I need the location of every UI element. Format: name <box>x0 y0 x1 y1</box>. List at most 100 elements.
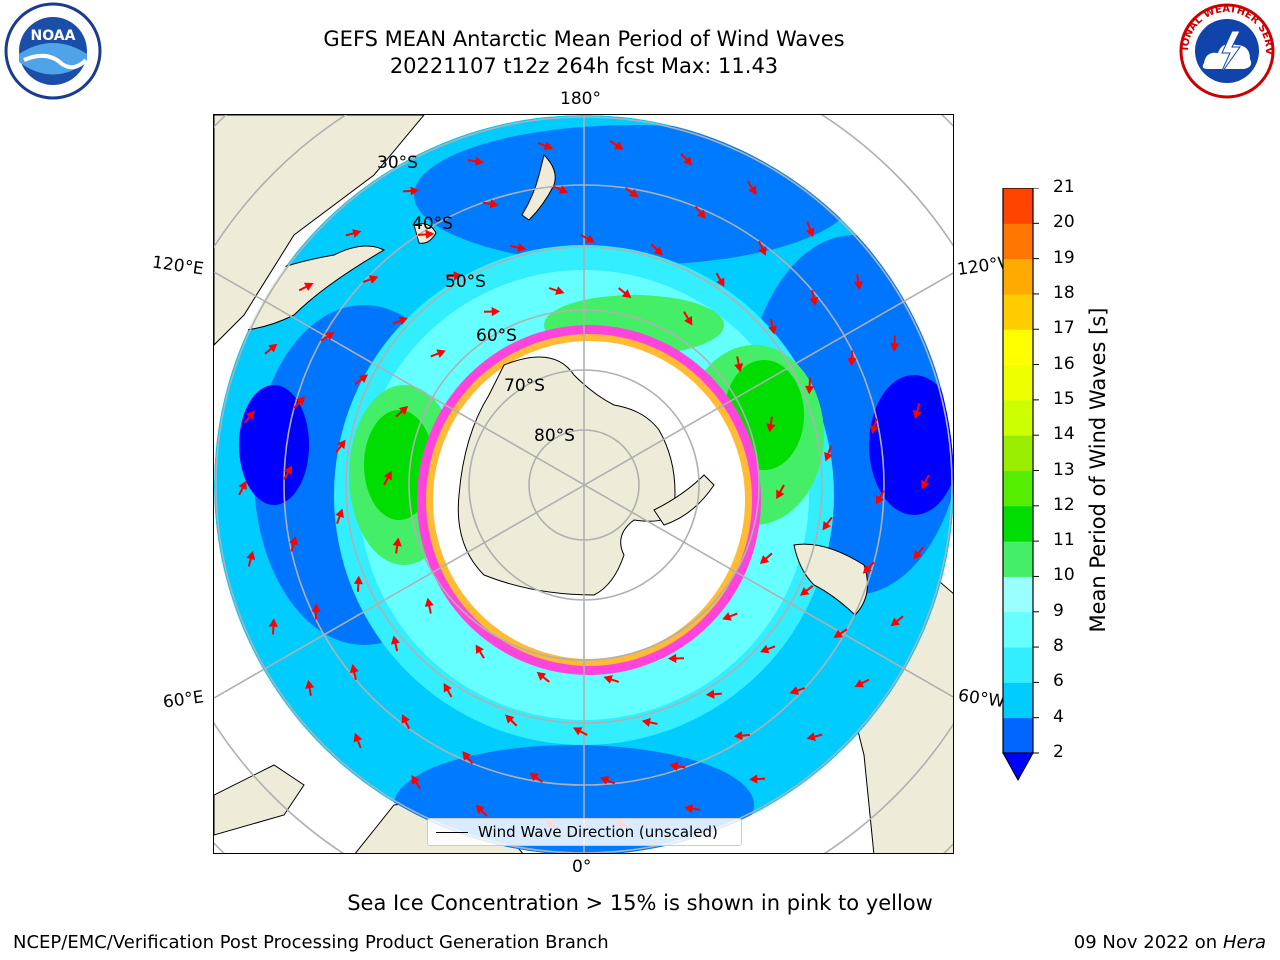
lon-label-0: 0° <box>572 857 592 877</box>
legend-label: Wind Wave Direction (unscaled) <box>478 823 718 841</box>
lon-label-120e: 120°E <box>150 252 205 280</box>
noaa-logo-icon: NOAA <box>4 2 102 100</box>
colorbar-tick-label: 10 <box>1053 565 1075 586</box>
wind-wave-arrow-icon <box>913 546 925 560</box>
wind-wave-arrow-icon <box>430 349 446 358</box>
wind-wave-arrow-icon <box>401 714 410 730</box>
wind-wave-arrow-icon <box>875 490 885 505</box>
wind-wave-arrow-icon <box>354 374 369 385</box>
colorbar-tick-label: 16 <box>1053 353 1075 374</box>
footer-date-text: 09 Nov 2022 on <box>1073 932 1218 953</box>
colorbar-tick-label: 15 <box>1053 388 1075 409</box>
wind-wave-arrow-icon <box>683 311 693 326</box>
colorbar-tick-label: 14 <box>1053 424 1075 445</box>
wind-wave-arrow-icon <box>311 603 321 620</box>
wind-wave-arrow-icon <box>805 221 815 238</box>
wind-wave-arrow-icon <box>824 445 833 462</box>
wind-wave-arrow-icon <box>482 199 499 209</box>
wind-wave-arrow-icon <box>760 644 776 654</box>
colorbar-tick-label: 21 <box>1053 177 1075 197</box>
wind-wave-arrow-icon <box>733 731 750 741</box>
wind-wave-arrow-icon <box>870 418 879 435</box>
colorbar-tick-label: 6 <box>1053 671 1064 692</box>
lat-label-70s: 70°S <box>504 376 545 396</box>
colorbar-band <box>1003 258 1033 295</box>
wind-wave-arrow-icon <box>618 287 632 299</box>
colorbar-tick-label: 12 <box>1053 494 1075 515</box>
colorbar-tick-label: 20 <box>1053 212 1075 233</box>
lon-label-60e: 60°E <box>161 687 206 713</box>
wind-wave-arrow-icon <box>548 286 565 295</box>
lat-label-80s: 80°S <box>534 426 575 446</box>
chart-title: GEFS MEAN Antarctic Mean Period of Wind … <box>323 27 845 51</box>
wind-wave-arrow-icon <box>833 628 848 638</box>
wind-wave-arrow-icon <box>789 686 806 695</box>
wind-wave-arrow-icon <box>694 205 706 219</box>
lat-label-30s: 30°S <box>377 153 418 173</box>
colorbar-band <box>1003 399 1033 436</box>
wind-wave-arrow-icon <box>289 535 298 552</box>
wind-wave-arrow-icon <box>268 618 278 635</box>
wind-wave-arrow-icon <box>715 272 725 287</box>
wind-wave-arrow-icon <box>854 678 870 688</box>
antarctica-land <box>457 356 676 596</box>
new-zealand-land <box>521 154 556 221</box>
footer-date: 09 Nov 2022 on Hera <box>1074 932 1266 953</box>
wind-wave-arrow-icon <box>625 187 639 198</box>
wind-wave-arrow-icon <box>246 550 256 567</box>
wind-wave-arrow-icon <box>748 774 766 784</box>
wind-wave-arrow-icon <box>890 615 904 627</box>
wind-wave-arrow-icon <box>734 356 744 373</box>
wind-wave-arrow-icon <box>862 561 875 574</box>
colorbar-tick-label: 19 <box>1053 247 1075 268</box>
wind-wave-arrow-icon <box>483 307 501 317</box>
colorbar-tick-label: 13 <box>1053 459 1075 480</box>
wind-wave-arrow-icon <box>572 727 588 736</box>
wind-wave-arrow-icon <box>411 775 422 790</box>
map-legend: Wind Wave Direction (unscaled) <box>427 818 742 846</box>
wind-wave-arrow-icon <box>776 484 785 500</box>
sea-ice-note: Sea Ice Concentration > 15% is shown in … <box>347 891 933 915</box>
colorbar-band <box>1003 611 1033 648</box>
wind-wave-arrow-icon <box>293 396 306 409</box>
wind-wave-arrow-icon <box>580 234 596 243</box>
wind-wave-arrow-icon <box>669 761 686 771</box>
colorbar-band <box>1003 541 1033 577</box>
colorbar-band <box>1003 329 1033 366</box>
wind-wave-arrow-icon <box>912 403 922 420</box>
wind-wave-arrow-icon <box>768 318 778 335</box>
wind-wave-arrow-icon <box>475 804 488 817</box>
wind-wave-arrow-icon <box>650 243 663 256</box>
wind-wave-arrow-icon <box>335 508 344 525</box>
wind-wave-arrow-icon <box>335 439 346 454</box>
wind-wave-arrow-icon <box>806 732 823 742</box>
wind-wave-arrow-icon <box>722 612 738 621</box>
wind-wave-arrow-icon <box>746 180 757 195</box>
chart-subtitle: 20221107 t12z 264h fcst Max: 11.43 <box>389 54 779 78</box>
wind-wave-arrow-icon <box>847 350 857 367</box>
wind-wave-arrow-icon <box>446 271 463 281</box>
wind-wave-arrow-icon <box>402 186 420 196</box>
wind-wave-arrow-icon <box>424 597 434 614</box>
colorbar-tick-label: 9 <box>1053 600 1064 621</box>
colorbar-tick-label: 4 <box>1053 706 1064 727</box>
wind-wave-arrow-icon <box>822 516 833 531</box>
colorbar-band <box>1003 364 1033 401</box>
wind-wave-arrow-icon <box>667 653 685 663</box>
graticule <box>214 115 953 853</box>
wind-wave-arrow-icon <box>766 416 776 433</box>
colorbar-tick-label: 18 <box>1053 282 1075 303</box>
colorbar-band <box>1003 435 1033 471</box>
wind-wave-arrow-icon <box>537 141 554 151</box>
colorbar-band <box>1003 470 1033 507</box>
wind-wave-arrow-icon <box>305 679 315 696</box>
wind-wave-arrow-icon <box>283 465 293 480</box>
wind-wave-arrow-icon <box>462 751 474 765</box>
colorbar-tick-label: 2 <box>1053 742 1064 762</box>
wind-wave-arrow-icon <box>921 474 930 490</box>
wind-wave-arrow-icon <box>529 772 543 783</box>
colorbar-tick-label: 8 <box>1053 636 1064 657</box>
wind-wave-arrow-icon <box>799 585 814 596</box>
footer-credit: NCEP/EMC/Verification Post Processing Pr… <box>13 932 609 953</box>
colorbar-tick-label: 17 <box>1053 318 1075 339</box>
